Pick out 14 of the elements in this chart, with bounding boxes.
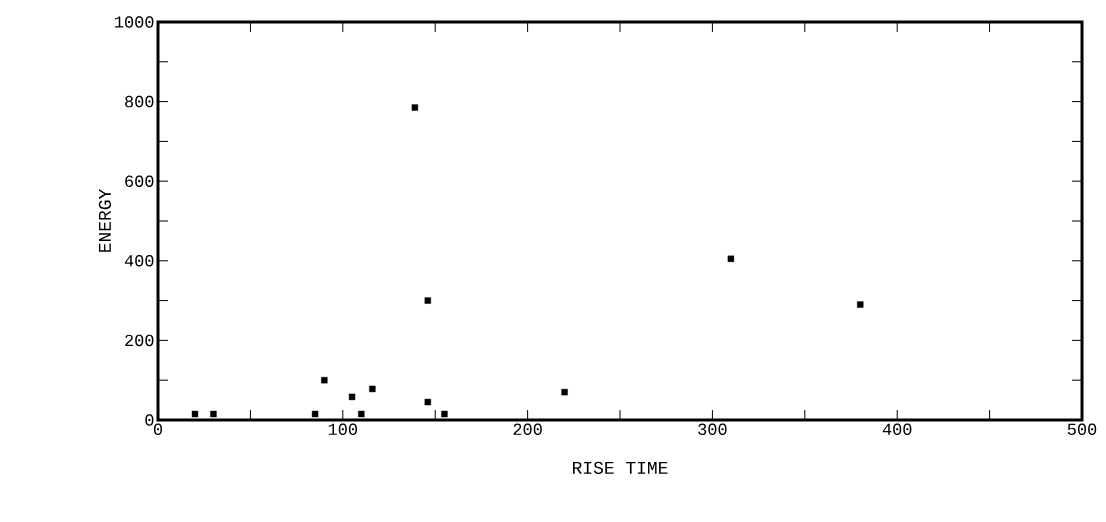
x-tick-label: 400 [882, 423, 912, 436]
y-tick-label: 0 [145, 414, 154, 426]
x-tick-label: 100 [328, 423, 358, 436]
y-tick-label: 400 [124, 255, 154, 267]
x-tick-label: 500 [1067, 423, 1097, 436]
y-tick-label: 600 [125, 175, 154, 187]
x-axis-title: RISE TIME [573, 461, 668, 474]
x-tick-label: 300 [698, 423, 727, 436]
y-tick-label: 1000 [115, 16, 154, 28]
x-tick-label: 200 [513, 423, 542, 436]
y-tick-label: 200 [125, 334, 154, 347]
y-axis-title: ENERGY [98, 189, 111, 252]
x-tick-label: 0 [153, 423, 163, 436]
y-tick-label: 800 [125, 95, 154, 108]
